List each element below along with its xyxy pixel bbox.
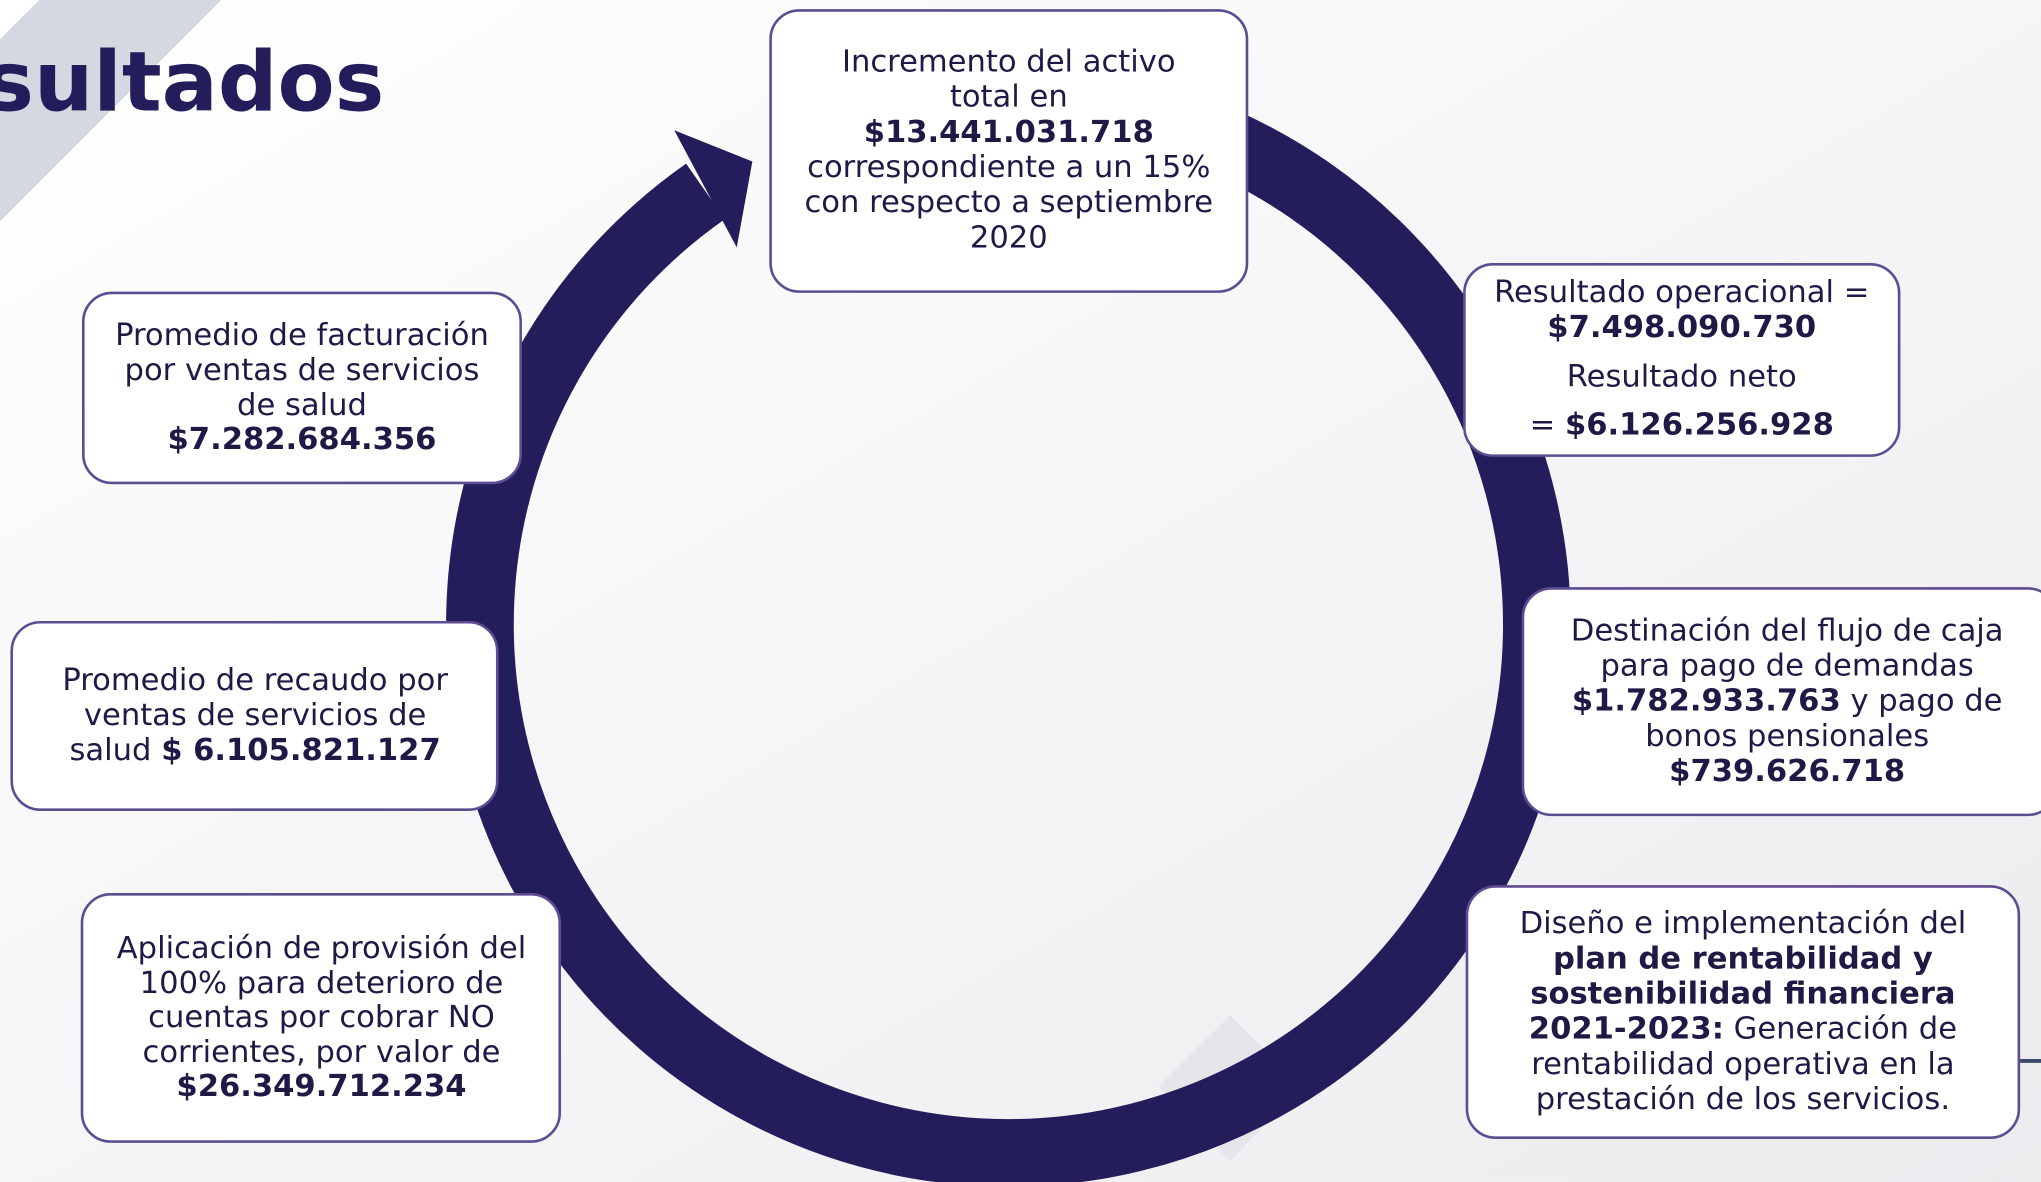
box-line: bonos pensionales [1645, 718, 1929, 753]
box-frame [82, 291, 522, 485]
box-line: para pago de demandas [1601, 648, 1974, 683]
bold-text: $ 6.105.821.127 [161, 733, 441, 768]
text: 100% para deterioro de [140, 966, 504, 1001]
text: ventas de servicios de [84, 697, 426, 732]
box-line: corrientes, por valor de [143, 1035, 501, 1070]
text: corrientes, por valor de [143, 1035, 501, 1070]
box-frame [1463, 262, 1901, 457]
box-frame [80, 892, 562, 1143]
box-line: rentabilidad operativa en la [1531, 1046, 1954, 1081]
bold-text: $1.782.933.763 [1572, 683, 1841, 718]
box-line: salud $ 6.105.821.127 [70, 733, 441, 768]
box-line: Resultado neto [1567, 359, 1797, 394]
text: Resultado neto [1567, 359, 1797, 394]
box-line: sostenibilidad financiera [1530, 976, 1955, 1011]
box-frame [769, 9, 1249, 293]
text: Diseño e implementación del [1520, 906, 1967, 941]
box-line: $739.626.718 [1669, 753, 1905, 788]
slide-title: sultados [0, 34, 384, 131]
text: 2020 [970, 220, 1048, 255]
text: Promedio de recaudo por [62, 662, 448, 697]
box-line: 2020 [970, 220, 1048, 255]
box-line: prestación de los servicios. [1536, 1081, 1950, 1116]
text: Destinación del flujo de caja [1571, 613, 2004, 648]
box-line: $1.782.933.763 y pago de [1572, 683, 2003, 718]
box-line: correspondiente a un 15% [807, 149, 1210, 184]
box-line: Resultado operacional = [1494, 274, 1869, 309]
box-line: plan de rentabilidad y [1553, 941, 1933, 976]
bold-text: $26.349.712.234 [176, 1068, 466, 1103]
box-line: Destinación del flujo de caja [1571, 613, 2004, 648]
bold-text: $7.498.090.730 [1547, 310, 1816, 345]
bold-text: $6.126.256.928 [1565, 407, 1834, 442]
text: prestación de los servicios. [1536, 1081, 1950, 1116]
box-line: $13.441.031.718 [864, 114, 1154, 149]
bold-text: $739.626.718 [1669, 753, 1905, 788]
text: salud [70, 733, 162, 768]
text: Promedio de facturación [115, 317, 489, 352]
text: = [1530, 407, 1565, 442]
box-line: $7.498.090.730 [1547, 310, 1816, 345]
bold-text: 2021-2023: [1529, 1011, 1724, 1046]
text: cuentas por cobrar NO [148, 999, 495, 1034]
text: Resultado operacional = [1494, 274, 1869, 309]
box-frame [10, 620, 499, 811]
box-line: por ventas de servicios [125, 353, 480, 388]
box-line: Aplicación de provisión del [117, 930, 527, 965]
cycle-arrowhead [674, 130, 753, 248]
box-line: con respecto a septiembre [805, 185, 1214, 220]
text: para pago de demandas [1601, 648, 1974, 683]
box-line: Promedio de recaudo por [62, 662, 448, 697]
text: con respecto a septiembre [805, 185, 1214, 220]
box-line: Diseño e implementación del [1520, 906, 1967, 941]
box-line: $26.349.712.234 [176, 1068, 466, 1103]
box-line: $7.282.684.356 [168, 422, 437, 457]
text: Generación de [1724, 1011, 1957, 1046]
text: rentabilidad operativa en la [1531, 1046, 1954, 1081]
box-line: = $6.126.256.928 [1530, 407, 1834, 442]
text: de salud [237, 388, 367, 423]
bold-text: $7.282.684.356 [168, 422, 437, 457]
box-line: total en [950, 79, 1068, 114]
box-line: cuentas por cobrar NO [148, 999, 495, 1034]
box-line: Promedio de facturación [115, 317, 489, 352]
info-box: Resultado operacional =$7.498.090.730 Res… [1463, 262, 1901, 457]
text: Aplicación de provisión del [117, 930, 527, 965]
box-frame [1521, 587, 2041, 817]
box-frame [1465, 885, 2021, 1139]
text: Incremento del activo [842, 44, 1176, 79]
box-line: 2021-2023: Generación de [1529, 1011, 1957, 1046]
box-line: Incremento del activo [842, 44, 1176, 79]
bold-text: sostenibilidad financiera [1530, 976, 1955, 1011]
box-line: 100% para deterioro de [140, 966, 504, 1001]
text: y pago de [1841, 683, 2003, 718]
box-line: ventas de servicios de [84, 697, 426, 732]
bold-text: $13.441.031.718 [864, 114, 1154, 149]
text: por ventas de servicios [125, 353, 480, 388]
box-line: de salud [237, 388, 367, 423]
corner-shape [0, 0, 40, 40]
text: correspondiente a un 15% [807, 149, 1210, 184]
text: total en [950, 79, 1068, 114]
bold-text: plan de rentabilidad y [1553, 941, 1933, 976]
text: bonos pensionales [1645, 718, 1929, 753]
